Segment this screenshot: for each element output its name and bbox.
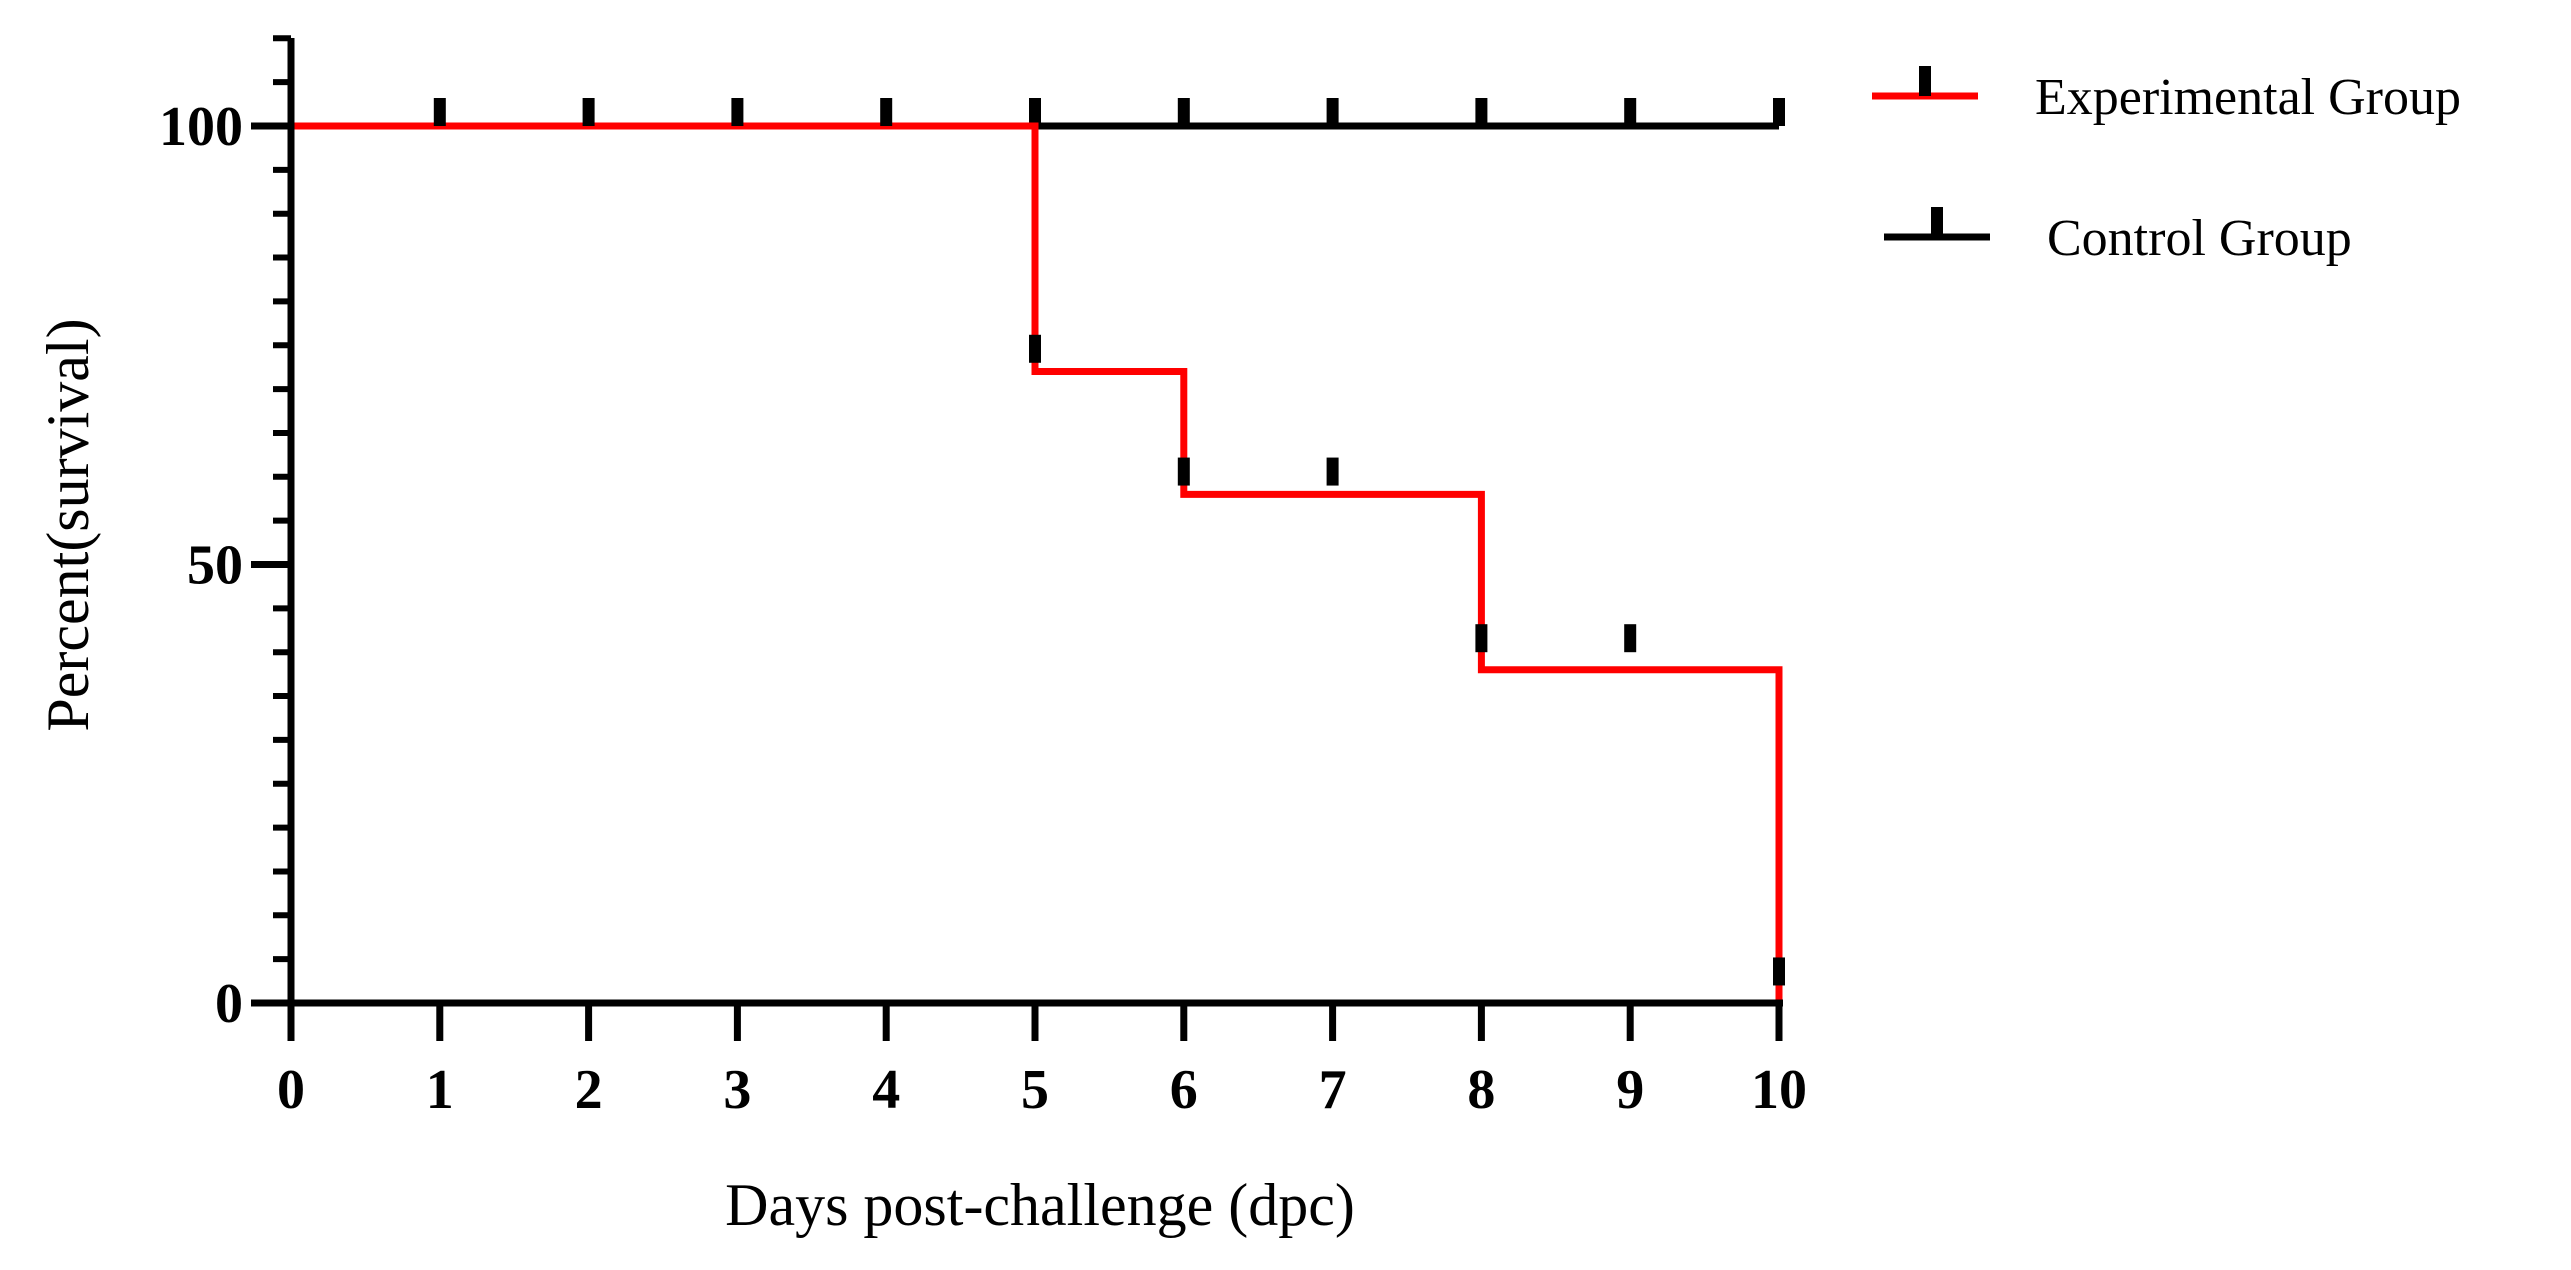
control-group-censor-mark xyxy=(1326,98,1339,126)
y-tick-label: 100 xyxy=(159,96,243,158)
experimental-group-censor-mark xyxy=(1475,624,1488,653)
x-axis-title: Days post-challenge (dpc) xyxy=(725,1172,1355,1238)
experimental-group-censor-mark xyxy=(880,98,893,126)
x-tick-label: 5 xyxy=(1021,1059,1049,1121)
plot-area xyxy=(291,98,1785,1003)
x-tick-label: 9 xyxy=(1616,1059,1644,1121)
control-group-censor-mark xyxy=(1177,98,1190,126)
y-tick-label: 50 xyxy=(187,535,243,597)
experimental-group-censor-mark xyxy=(582,98,595,126)
experimental-group-censor-mark xyxy=(731,98,744,126)
y-tick-label: 0 xyxy=(215,973,243,1035)
experimental-group-censor-mark xyxy=(1326,457,1339,486)
experimental-group-censor-mark xyxy=(1029,334,1041,363)
x-tick-label: 6 xyxy=(1170,1059,1198,1121)
legend-label-control-group: Control Group xyxy=(2047,210,2352,267)
x-tick-label: 8 xyxy=(1467,1059,1495,1121)
x-tick-label: 7 xyxy=(1319,1059,1347,1121)
control-group-censor-mark xyxy=(1029,98,1041,126)
legend: Experimental Group Control Group xyxy=(1872,66,2461,267)
control-group-censor-mark xyxy=(1475,98,1488,126)
experimental-group-censor-mark xyxy=(1624,624,1637,653)
axes: 0 50 100 0 1 2 3 4 5 6 7 8 9 10 xyxy=(159,35,1807,1121)
legend-marker-experimental-group xyxy=(1919,66,1931,96)
x-tick-label: 10 xyxy=(1751,1059,1807,1121)
control-group-censor-mark xyxy=(1773,98,1785,126)
experimental-group-censor-mark xyxy=(1773,957,1785,986)
legend-label-experimental-group: Experimental Group xyxy=(2035,69,2461,126)
experimental-group-censor-mark xyxy=(433,98,446,126)
legend-marker-control-group xyxy=(1931,207,1943,237)
x-tick-label: 4 xyxy=(872,1059,900,1121)
experimental-group-line xyxy=(291,122,1783,1003)
x-tick-label: 2 xyxy=(575,1059,603,1121)
x-tick-label: 1 xyxy=(426,1059,454,1121)
x-tick-label: 3 xyxy=(723,1059,751,1121)
x-tick-label: 0 xyxy=(277,1059,305,1121)
control-group-censor-mark xyxy=(1624,98,1637,126)
experimental-group-censor-mark xyxy=(1177,457,1190,486)
y-axis-title: Percent(survival) xyxy=(35,318,101,731)
